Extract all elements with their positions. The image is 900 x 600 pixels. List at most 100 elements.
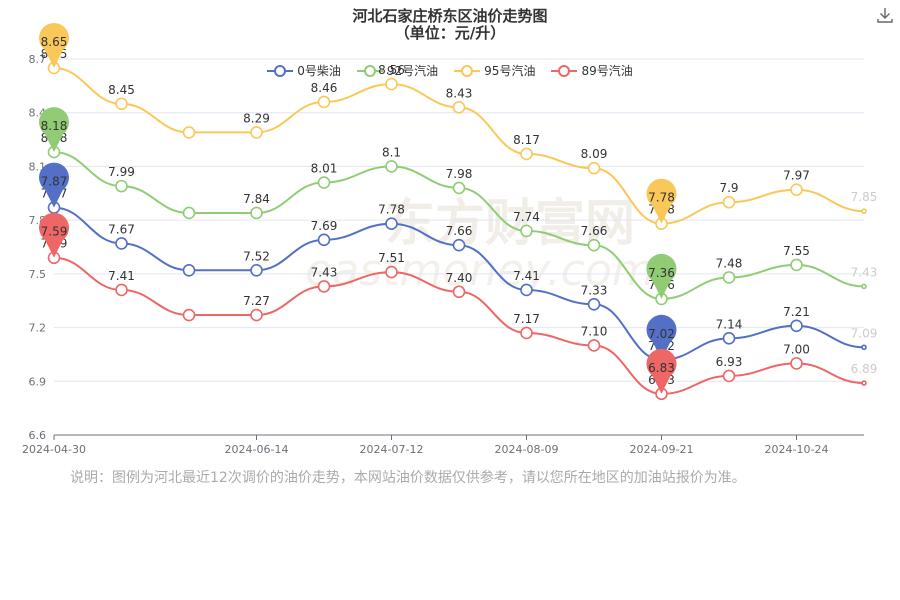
x-tick-label: 2024-10-24 [765, 443, 829, 456]
data-label: 7.10 [581, 324, 608, 338]
max-marker-label: 8.65 [41, 35, 68, 49]
data-label: 7.55 [783, 244, 810, 258]
data-point [385, 160, 398, 173]
data-point [182, 126, 196, 139]
data-label: 6.93 [716, 355, 743, 369]
data-point [520, 224, 533, 238]
data-point [182, 308, 196, 322]
data-point [115, 237, 128, 250]
legend-swatch [267, 64, 294, 77]
x-tick-label: 2024-09-21 [630, 443, 694, 456]
data-label: 8.56 [378, 63, 405, 77]
min-marker-shape [646, 178, 677, 224]
data-label: 7.17 [513, 312, 540, 326]
data-point [317, 176, 331, 189]
data-label: 7.78 [378, 203, 405, 217]
min-marker-label: 7.36 [648, 266, 675, 280]
min-marker-label: 6.83 [648, 361, 675, 375]
legend-label: 95号汽油 [484, 64, 536, 78]
data-point [115, 283, 128, 297]
data-label: 7.00 [783, 342, 810, 356]
data-label: 8.43 [446, 86, 473, 100]
y-tick-label: 7.5 [29, 268, 47, 281]
data-point [587, 238, 601, 252]
min-marker-label: 7.78 [648, 191, 675, 205]
data-label: 7.69 [311, 219, 338, 233]
legend-swatch [356, 64, 383, 77]
data-label: 7.21 [783, 305, 810, 319]
data-label: 7.40 [446, 271, 473, 285]
y-tick-label: 6.6 [29, 429, 47, 442]
data-point [385, 217, 398, 231]
max-marker-shape [39, 212, 70, 258]
download-icon[interactable] [876, 6, 894, 24]
max-marker-label: 7.87 [41, 175, 68, 189]
data-point [587, 161, 601, 175]
data-point [317, 95, 331, 109]
chart-title: 河北石家庄桥东区油价走势图 [352, 7, 548, 25]
legend-item[interactable]: 0号柴油 [267, 62, 341, 79]
y-tick-label: 8.7 [29, 53, 47, 66]
data-label: 7.52 [243, 249, 270, 263]
x-tick-label: 2024-07-12 [360, 443, 424, 456]
legend-label: 92号汽油 [386, 64, 439, 78]
data-point [520, 326, 533, 340]
max-marker-shape [39, 162, 70, 208]
min-marker: 6.83 [646, 348, 677, 394]
data-label: 8.45 [108, 83, 135, 97]
max-marker-label: 8.18 [41, 119, 68, 133]
min-marker: 7.78 [646, 178, 677, 224]
chart-note: 说明：图例为河北最近12次调价的油价走势，本网站油价数据仅供参考，请以您所在地区… [70, 470, 746, 486]
legend-item[interactable]: 95号汽油 [454, 62, 535, 79]
data-point [250, 263, 263, 277]
min-marker-shape [646, 314, 677, 360]
data-label: 7.14 [716, 317, 743, 331]
data-point [452, 238, 466, 252]
data-label: 8.17 [513, 133, 540, 147]
data-label: 7.99 [108, 165, 135, 179]
data-point [790, 357, 803, 370]
data-label: 7.98 [446, 167, 473, 181]
max-marker: 7.59 [39, 212, 70, 258]
min-marker-label: 7.02 [648, 327, 675, 341]
data-point [861, 380, 867, 386]
data-point [182, 263, 196, 277]
data-point [722, 369, 736, 383]
data-point [722, 271, 736, 284]
data-point [520, 147, 533, 161]
data-label: 7.84 [243, 192, 270, 206]
data-point [250, 126, 263, 139]
data-label: 7.66 [446, 224, 473, 238]
data-point [587, 297, 601, 311]
min-marker: 7.02 [646, 314, 677, 360]
x-tick-label: 2024-06-14 [225, 443, 289, 456]
legend-item[interactable]: 92号汽油 [356, 62, 439, 79]
data-point [115, 97, 128, 111]
data-label: 7.9 [719, 181, 738, 195]
data-label: 7.33 [581, 283, 608, 297]
data-point [452, 181, 466, 195]
data-label: 7.74 [513, 210, 540, 224]
legend-item[interactable]: 89号汽油 [551, 62, 633, 79]
data-label: 6.89 [851, 362, 878, 376]
max-marker: 8.65 [39, 22, 70, 68]
data-point [250, 206, 263, 220]
data-label: 8.46 [311, 81, 338, 95]
data-point [115, 179, 128, 193]
data-label: 7.97 [783, 169, 810, 183]
max-marker-shape [39, 22, 70, 68]
data-label: 7.41 [108, 269, 135, 283]
data-point [385, 77, 398, 91]
data-point [790, 319, 803, 333]
data-point [790, 183, 803, 197]
min-marker-shape [646, 253, 677, 299]
data-label: 7.09 [851, 326, 878, 340]
legend-swatch [454, 64, 481, 77]
data-label: 7.66 [581, 224, 608, 238]
data-point [587, 339, 601, 352]
data-point [790, 258, 803, 272]
data-label: 8.01 [311, 162, 338, 176]
data-point [385, 265, 398, 279]
max-marker: 7.87 [39, 162, 70, 208]
x-tick-label: 2024-04-30 [22, 443, 86, 456]
